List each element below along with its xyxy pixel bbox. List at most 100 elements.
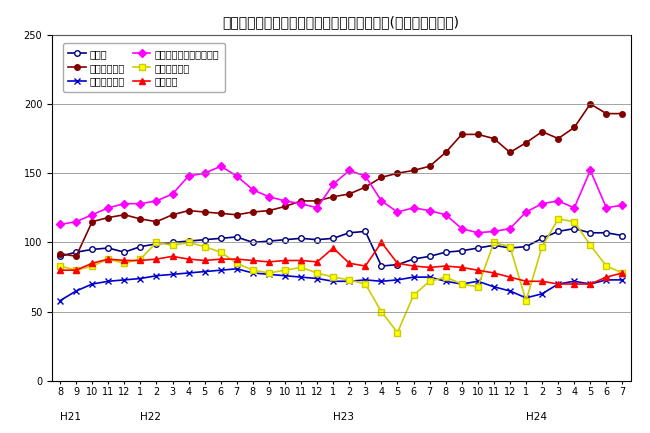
輸送機械工業 (105, 256, 112, 262)
電子部品・デバイス工業 (410, 205, 417, 210)
化学工業 (185, 256, 192, 262)
化学工業 (361, 263, 369, 268)
電子部品・デバイス工業 (185, 173, 192, 178)
一般機械工業 (120, 212, 128, 217)
鉱工業 (120, 249, 128, 255)
化学工業 (490, 270, 498, 275)
鉱工業 (168, 240, 176, 245)
一般機械工業 (136, 216, 144, 222)
Line: 輸送機械工業: 輸送機械工業 (57, 216, 625, 335)
電気機械工業 (603, 277, 610, 282)
鉱工業 (72, 249, 80, 255)
化学工業 (297, 258, 305, 263)
輸送機械工業 (217, 249, 225, 255)
電気機械工業 (297, 275, 305, 280)
化学工業 (474, 268, 482, 273)
輸送機械工業 (345, 277, 353, 282)
電子部品・デバイス工業 (378, 198, 385, 204)
鉱工業 (458, 248, 465, 253)
電子部品・デバイス工業 (217, 164, 225, 169)
輸送機械工業 (458, 281, 465, 287)
一般機械工業 (474, 132, 482, 137)
鉱工業 (490, 242, 498, 248)
化学工業 (281, 258, 289, 263)
鉱工業 (330, 236, 337, 241)
Line: 一般機械工業: 一般機械工業 (57, 101, 625, 259)
鉱工業 (105, 246, 112, 251)
一般機械工業 (361, 184, 369, 190)
電気機械工業 (265, 272, 273, 277)
一般機械工業 (554, 136, 562, 141)
化学工業 (458, 265, 465, 270)
Text: H21: H21 (60, 412, 81, 422)
一般機械工業 (217, 211, 225, 216)
輸送機械工業 (265, 270, 273, 275)
化学工業 (619, 270, 627, 275)
鉱工業 (313, 237, 321, 242)
電気機械工業 (426, 275, 434, 280)
化学工業 (442, 263, 450, 268)
電子部品・デバイス工業 (522, 210, 530, 215)
輸送機械工業 (201, 244, 209, 249)
一般機械工業 (185, 208, 192, 213)
電子部品・デバイス工業 (153, 198, 161, 204)
一般機械工業 (378, 175, 385, 180)
電気機械工業 (458, 281, 465, 287)
電子部品・デバイス工業 (120, 201, 128, 206)
輸送機械工業 (570, 219, 578, 224)
電子部品・デバイス工業 (538, 201, 546, 206)
一般機械工業 (201, 210, 209, 215)
化学工業 (217, 256, 225, 262)
輸送機械工業 (120, 261, 128, 266)
一般機械工業 (281, 204, 289, 209)
Line: 電気機械工業: 電気機械工業 (57, 266, 625, 304)
化学工業 (506, 275, 514, 280)
電子部品・デバイス工業 (570, 205, 578, 210)
輸送機械工業 (136, 256, 144, 262)
鉱工業 (281, 237, 289, 242)
一般機械工業 (458, 132, 465, 137)
一般機械工業 (265, 208, 273, 213)
Title: 三重県鉱工業生産及び主要業種別指数の推移(季節調整済指数): 三重県鉱工業生産及び主要業種別指数の推移(季節調整済指数) (223, 15, 460, 29)
電子部品・デバイス工業 (56, 222, 64, 227)
化学工業 (378, 240, 385, 245)
電子部品・デバイス工業 (249, 187, 257, 192)
鉱工業 (185, 239, 192, 244)
電気機械工業 (313, 276, 321, 281)
輸送機械工業 (56, 263, 64, 268)
電気機械工業 (201, 269, 209, 274)
電気機械工業 (554, 281, 562, 287)
輸送機械工業 (522, 298, 530, 303)
鉱工業 (136, 244, 144, 249)
電気機械工業 (249, 270, 257, 275)
鉱工業 (442, 249, 450, 255)
Text: H23: H23 (333, 412, 354, 422)
電子部品・デバイス工業 (458, 226, 465, 231)
電子部品・デバイス工業 (265, 194, 273, 199)
輸送機械工業 (619, 270, 627, 275)
一般機械工業 (570, 125, 578, 130)
鉱工業 (619, 233, 627, 238)
電子部品・デバイス工業 (233, 173, 240, 178)
輸送機械工業 (361, 281, 369, 287)
化学工業 (554, 281, 562, 287)
輸送機械工業 (233, 261, 240, 266)
一般機械工業 (538, 129, 546, 134)
Legend: 鉱工業, 一般機械工業, 電気機械工業, 電子部品・デバイス工業, 輸送機械工業, 化学工業: 鉱工業, 一般機械工業, 電気機械工業, 電子部品・デバイス工業, 輸送機械工業… (62, 43, 225, 92)
鉱工業 (233, 234, 240, 239)
鉱工業 (410, 256, 417, 262)
電気機械工業 (378, 279, 385, 284)
電子部品・デバイス工業 (603, 205, 610, 210)
一般機械工業 (603, 111, 610, 116)
電子部品・デバイス工業 (345, 168, 353, 173)
電気機械工業 (490, 284, 498, 289)
電子部品・デバイス工業 (72, 219, 80, 224)
化学工業 (570, 281, 578, 287)
輸送機械工業 (330, 275, 337, 280)
一般機械工業 (490, 136, 498, 141)
化学工業 (88, 261, 96, 266)
一般機械工業 (522, 140, 530, 145)
鉱工業 (603, 230, 610, 236)
電気機械工業 (538, 291, 546, 296)
鉱工業 (426, 254, 434, 259)
